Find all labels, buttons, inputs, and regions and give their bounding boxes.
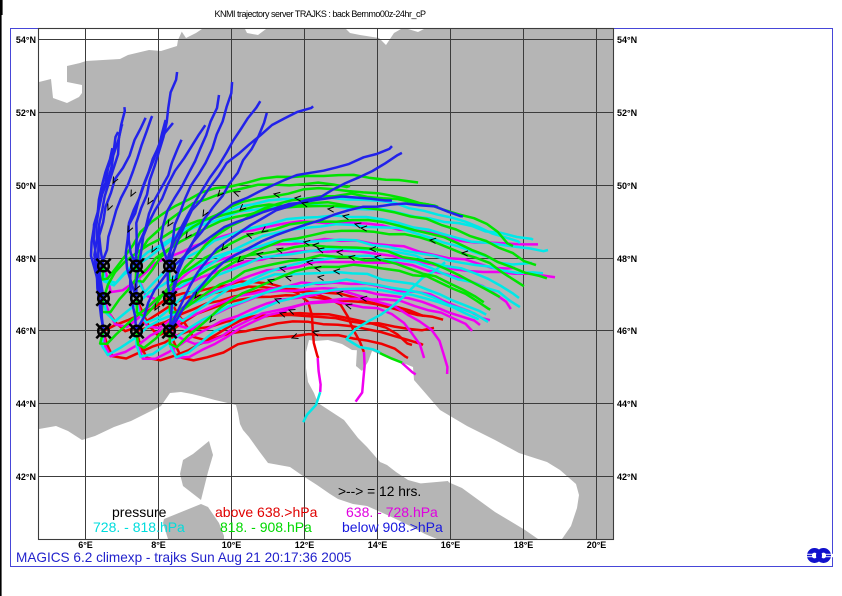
svg-text:54°N: 54°N [16, 35, 36, 45]
svg-text:42°N: 42°N [16, 472, 36, 482]
svg-text:50°N: 50°N [16, 181, 36, 191]
svg-text:818. - 908.hPa: 818. - 908.hPa [220, 519, 312, 535]
svg-text:above 638.>hPa: above 638.>hPa [215, 504, 318, 520]
svg-text:pressure: pressure [112, 504, 167, 520]
svg-text:KNMI trajectory server TRAJKS: KNMI trajectory server TRAJKS : back Ber… [215, 9, 426, 19]
svg-text:46°N: 46°N [617, 326, 637, 336]
svg-text:>--> = 12 hrs.: >--> = 12 hrs. [338, 484, 421, 499]
svg-text:below 908.>hPa: below 908.>hPa [342, 519, 443, 535]
svg-text:18°E: 18°E [514, 540, 534, 550]
svg-text:638. - 728.hPa: 638. - 728.hPa [346, 504, 438, 520]
svg-text:6°E: 6°E [78, 540, 93, 550]
svg-text:54°N: 54°N [617, 35, 637, 45]
svg-text:10°E: 10°E [222, 540, 242, 550]
svg-text:48°N: 48°N [16, 254, 36, 264]
svg-text:50°N: 50°N [617, 181, 637, 191]
svg-text:52°N: 52°N [617, 108, 637, 118]
svg-text:44°N: 44°N [617, 399, 637, 409]
svg-text:12°E: 12°E [295, 540, 315, 550]
svg-text:8°E: 8°E [151, 540, 166, 550]
svg-text:16°E: 16°E [441, 540, 461, 550]
svg-text:48°N: 48°N [617, 254, 637, 264]
svg-text:44°N: 44°N [16, 399, 36, 409]
svg-text:14°E: 14°E [368, 540, 388, 550]
svg-text:MAGICS 6.2 climexp - trajks Su: MAGICS 6.2 climexp - trajks Sun Aug 21 2… [16, 550, 352, 565]
svg-text:46°N: 46°N [16, 326, 36, 336]
svg-text:42°N: 42°N [617, 472, 637, 482]
svg-text:728. - 818.hPa: 728. - 818.hPa [93, 519, 185, 535]
svg-text:20°E: 20°E [587, 540, 607, 550]
svg-text:52°N: 52°N [16, 108, 36, 118]
